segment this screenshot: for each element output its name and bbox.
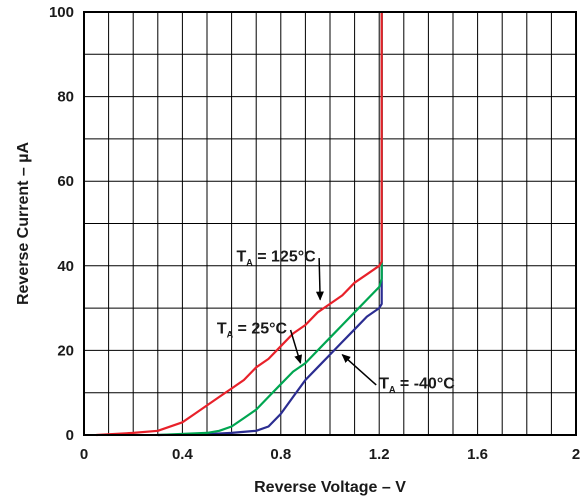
series-group xyxy=(96,12,383,437)
series-line-0 xyxy=(157,12,383,437)
annotation-arrow xyxy=(315,258,324,301)
annotations: TA = 125°C TA = 25°C TA = -40°C xyxy=(217,249,455,395)
annotation-arrow xyxy=(341,353,377,386)
series-line-1 xyxy=(157,12,383,437)
x-tick-label: 0.4 xyxy=(172,446,194,463)
y-tick-label: 80 xyxy=(57,89,74,106)
x-tick-label: 2 xyxy=(572,446,580,463)
y-tick-label: 40 xyxy=(57,258,74,275)
grid xyxy=(84,12,576,435)
annotation-label: TA = 25°C xyxy=(217,320,288,339)
x-tick-label: 1.2 xyxy=(369,446,390,463)
y-tick-label: 0 xyxy=(66,427,74,444)
annotation-label: TA = 125°C xyxy=(237,249,317,268)
series-line-2 xyxy=(96,12,383,437)
y-tick-label: 20 xyxy=(57,342,74,359)
x-axis-label: Reverse Voltage – V xyxy=(254,479,406,496)
annotation-label: TA = -40°C xyxy=(379,375,455,394)
x-tick-label: 1.6 xyxy=(467,446,488,463)
plot-frame xyxy=(83,11,577,436)
x-tick-label: 0 xyxy=(80,446,88,463)
y-tick-label: 100 xyxy=(49,4,74,21)
y-axis-label: Reverse Current – µA xyxy=(15,142,32,306)
y-tick-label: 60 xyxy=(57,173,74,190)
x-tick-label: 0.8 xyxy=(270,446,291,463)
annotation-arrow xyxy=(289,329,303,365)
